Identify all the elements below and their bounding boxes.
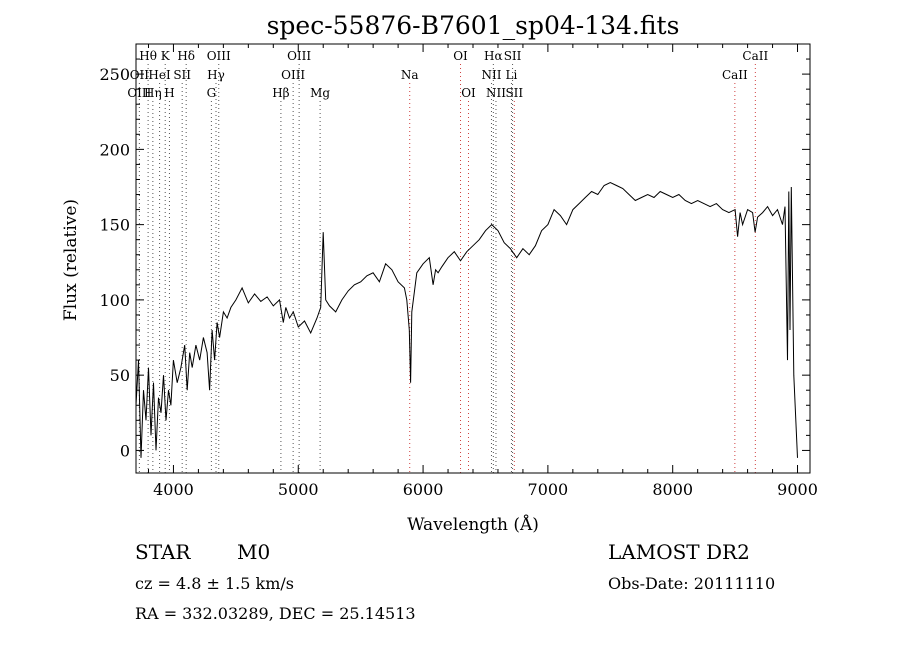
line-label-hγ: Hγ [207,68,225,82]
line-label-hα: Hα [484,49,503,63]
chart-title: spec-55876-B7601_sp04-134.fits [267,11,680,40]
sky-coordinates: RA = 332.03289, DEC = 25.14513 [135,604,416,623]
spectrum-series-line [135,181,798,458]
line-label-sii: SII [504,49,522,63]
object-subclass: M0 [237,540,271,564]
line-label-mg: Mg [310,86,330,100]
x-tick-label: 8000 [652,480,693,499]
line-label-sii: SII [505,86,523,100]
line-label-oiii: OIII [127,86,151,100]
observation-date: Obs-Date: 20111110 [608,574,776,593]
x-tick-label: 6000 [403,480,444,499]
x-axis-label: Wavelength (Å) [407,514,539,535]
line-label-nii: NII [481,68,501,82]
line-label-oiii: OIII [287,49,311,63]
object-class: STAR [135,540,191,564]
y-tick-label: 250 [99,65,130,84]
line-label-hη: Hη [144,86,162,100]
y-axis-ticks: 0 50 100 150 200 250 [99,58,810,460]
line-label-caii: CaII [742,49,768,63]
line-label-sii: SII [173,68,191,82]
x-tick-label: 9000 [777,480,818,499]
y-tick-label: 200 [99,140,130,159]
line-label-oiii: OIII [281,68,305,82]
line-label-k: K [161,49,171,63]
line-label-hβ: Hβ [272,86,289,100]
y-axis-label: Flux (relative) [61,199,81,321]
line-label-g: G [207,86,217,100]
line-label-li: Li [506,68,518,82]
line-label-caii: CaII [722,68,748,82]
survey-name: LAMOST DR2 [608,540,750,564]
line-label-oiii: OIII [207,49,231,63]
y-tick-label: 0 [120,441,130,460]
line-label-hδ: Hδ [177,49,195,63]
redshift-cz: cz = 4.8 ± 1.5 km/s [135,574,294,593]
emission-line-markers [138,64,756,473]
plot-frame [135,43,811,474]
line-label-nii: NII [486,86,506,100]
line-label-hei: HeI [148,68,171,82]
y-tick-label: 150 [99,216,130,235]
line-label-oi: OI [453,49,468,63]
spectrum-chart: spec-55876-B7601_sp04-134.fits Wavelengt… [61,11,818,535]
x-tick-label: 7000 [528,480,569,499]
x-tick-label: 4000 [153,480,194,499]
line-label-oii: OII [130,68,150,82]
x-axis-ticks: 4000 5000 6000 7000 8000 9000 [147,44,818,499]
line-label-na: Na [401,68,419,82]
line-label-hθ: Hθ [139,49,157,63]
line-label-oi: OI [461,86,476,100]
x-tick-label: 5000 [278,480,319,499]
line-label-h: H [164,86,174,100]
y-tick-label: 50 [110,366,130,385]
y-tick-label: 100 [99,291,130,310]
